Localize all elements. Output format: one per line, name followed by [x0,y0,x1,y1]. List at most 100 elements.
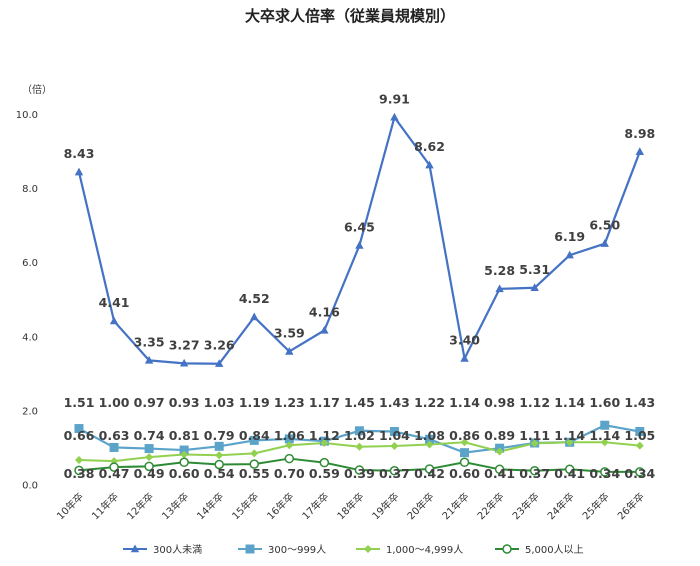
data-label: 0.79 [204,428,235,443]
data-label: 0.47 [99,466,130,481]
data-label: 6.19 [554,229,585,244]
data-label: 0.59 [309,466,340,481]
data-point [179,457,189,468]
data-label: 0.66 [64,428,95,443]
data-point [600,438,609,447]
data-label: 1.03 [204,395,235,410]
data-label: 1.60 [589,395,620,410]
data-point [109,462,119,472]
data-label: 0.37 [519,466,550,481]
data-point [529,466,540,476]
data-point [495,447,504,456]
data-point [495,284,504,293]
data-point [284,434,294,444]
data-point [635,441,644,450]
data-point [215,359,224,367]
data-label: 1.22 [414,395,445,410]
y-tick-label: 6.0 [22,258,38,269]
data-point [564,464,575,475]
x-tick-label: 12年卒 [124,490,156,522]
data-label: 3.26 [204,338,235,353]
data-point [460,354,469,362]
y-tick-label: 0.0 [22,481,38,492]
data-point [179,358,189,367]
data-label: 4.41 [99,295,130,310]
x-tick-label: 13年卒 [159,490,191,522]
data-point [460,438,469,447]
data-label: 8.62 [414,139,445,154]
data-label: 1.43 [624,395,655,410]
data-point [144,444,154,454]
legend-entry: 1,000〜4,999人 [356,544,463,556]
data-point [319,457,330,468]
data-label: 1.14 [554,395,585,410]
legend-marker [502,544,512,554]
legend-entry: 5,000人以上 [495,544,584,556]
data-point [144,355,154,364]
data-label: 0.54 [204,466,235,481]
data-point [144,461,154,472]
data-label: 1.12 [309,428,340,443]
data-point [284,453,295,464]
data-label: 8.43 [64,146,95,161]
data-label: 0.41 [484,466,515,481]
data-label: 3.35 [134,334,165,349]
data-label: 1.51 [64,395,95,410]
legend-marker [364,545,372,553]
data-label: 1.06 [274,428,305,443]
data-point [390,112,399,121]
data-label: 5.31 [519,262,550,277]
data-label: 1.14 [554,428,585,443]
data-label: 0.34 [589,466,620,481]
data-point [354,426,364,436]
legend-label: 300〜999人 [268,544,326,556]
data-label: 0.97 [134,395,165,410]
data-point [459,457,470,468]
legend-label: 300人未満 [153,544,202,556]
data-label: 0.55 [239,466,270,481]
data-label: 0.89 [484,428,515,443]
data-point [74,424,84,434]
x-tick-label: 17年卒 [299,490,331,522]
legend-entry: 300人未満 [123,544,202,556]
x-axis-ticks: 10年卒 11年卒 12年卒 13年卒 14年卒 15年卒 16年卒 17年卒 18年卒 19年卒… [54,490,647,522]
y-tick-label: 8.0 [22,184,38,195]
data-label: 1.04 [379,428,410,443]
data-point [355,241,364,249]
data-label: 5.28 [484,263,515,278]
y-axis-ticks: 0.0 2.0 4.0 6.0 8.0 10.0 [16,110,38,492]
data-point [215,451,224,460]
x-tick-label: 15年卒 [229,490,261,522]
data-label: 0.93 [169,395,200,410]
data-label: 0.98 [484,395,515,410]
data-label: 0.39 [344,466,375,481]
legend-label: 5,000人以上 [525,544,584,556]
data-label: 1.12 [519,395,550,410]
data-point [530,283,539,291]
y-axis-label: （倍） [22,83,52,96]
legend-label: 1,000〜4,999人 [386,544,463,556]
data-label: 3.40 [449,333,480,348]
data-point [249,459,259,469]
data-point [74,167,84,176]
data-label: 0.42 [414,466,445,481]
data-label: 1.23 [274,395,305,410]
data-point [109,442,119,452]
data-label: 0.70 [274,466,305,481]
data-point [180,450,189,459]
data-label: 0.41 [554,466,585,481]
data-labels: 8.43 4.41 3.35 3.27 3.26 4.52 3.59 4.16 6.45 9.91… [64,91,656,481]
data-label: 0.37 [379,466,410,481]
data-point [565,438,574,447]
data-point [179,445,189,455]
legend-marker [130,544,140,553]
data-label: 1.00 [99,395,130,410]
data-point [565,250,574,259]
data-label: 6.50 [589,218,620,233]
series-markers [74,112,645,477]
x-tick-label: 20年卒 [404,490,436,522]
data-label: 1.05 [624,428,655,443]
data-label: 3.59 [274,325,305,340]
data-point [635,147,644,155]
data-label: 4.16 [309,304,340,319]
